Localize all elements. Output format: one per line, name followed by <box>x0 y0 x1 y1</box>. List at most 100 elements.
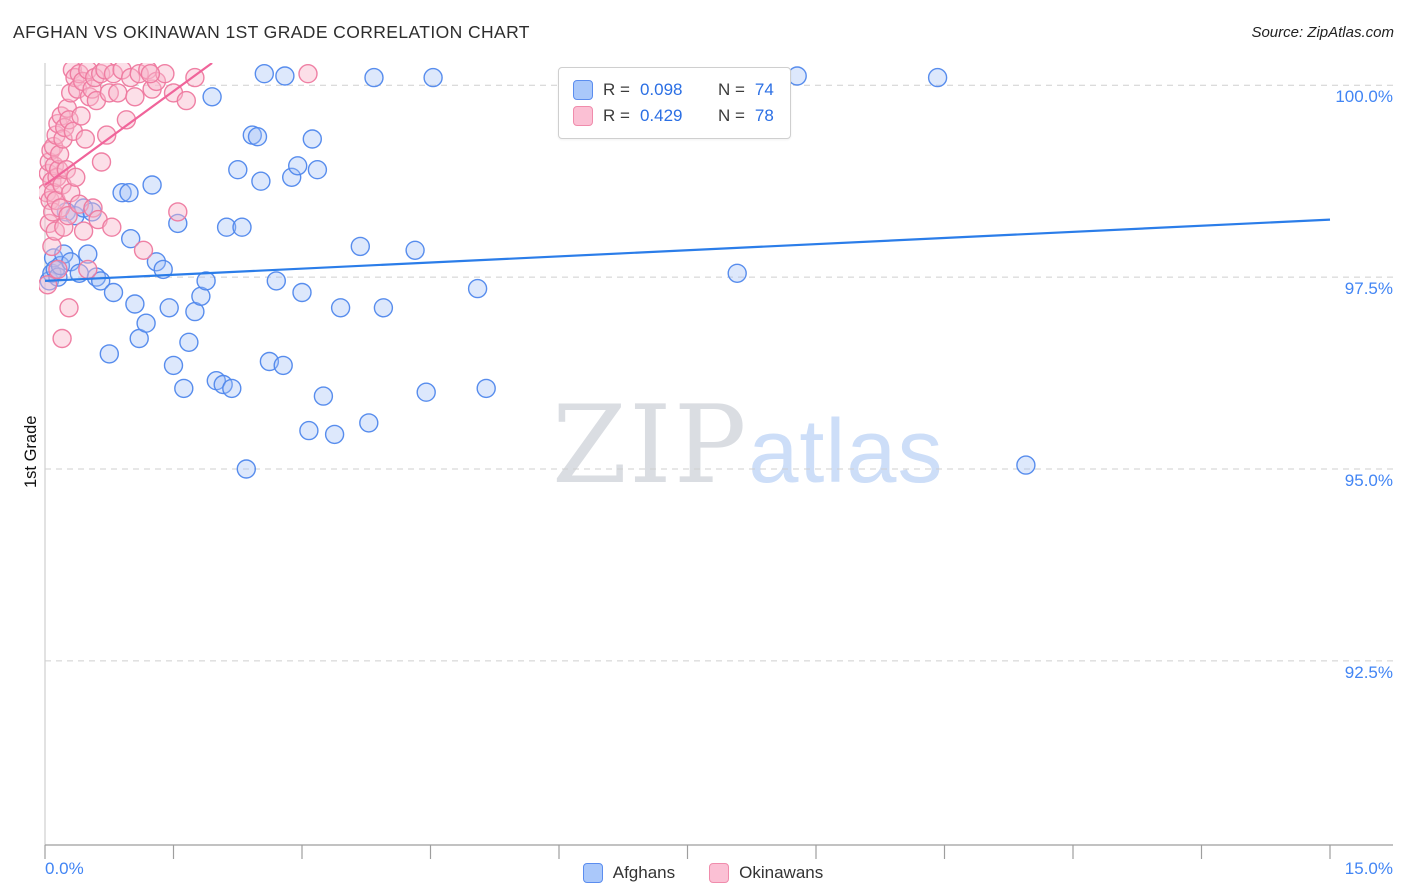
scatter-point-afghans[interactable] <box>787 66 807 86</box>
scatter-point-afghans[interactable] <box>174 378 194 399</box>
scatter-point-afghans[interactable] <box>103 282 124 303</box>
scatter-point-afghans[interactable] <box>136 313 156 333</box>
scatter-point-okinawans[interactable] <box>71 106 91 126</box>
scatter-point-okinawans[interactable] <box>66 167 86 188</box>
scatter-point-okinawans[interactable] <box>42 236 62 257</box>
scatter-point-okinawans[interactable] <box>39 213 59 234</box>
scatter-point-okinawans[interactable] <box>91 152 112 172</box>
scatter-point-okinawans[interactable] <box>96 125 117 145</box>
scatter-point-afghans[interactable] <box>202 87 222 107</box>
scatter-point-afghans[interactable] <box>416 382 436 402</box>
scatter-point-afghans[interactable] <box>324 424 345 445</box>
scatter-point-afghans[interactable] <box>405 240 425 261</box>
y-tick-label: 100.0% <box>1335 87 1393 107</box>
scatter-point-okinawans[interactable] <box>73 221 94 241</box>
scatter-point-afghans[interactable] <box>232 217 252 237</box>
scatter-point-okinawans[interactable] <box>108 83 128 103</box>
scatter-point-okinawans[interactable] <box>48 259 68 280</box>
scatter-point-afghans[interactable] <box>119 182 139 203</box>
scatter-point-afghans[interactable] <box>179 332 199 352</box>
scatter-point-afghans[interactable] <box>216 217 237 237</box>
afghans-r-value: 0.098 <box>639 80 683 99</box>
scatter-point-afghans[interactable] <box>146 252 167 272</box>
scatter-point-afghans[interactable] <box>330 298 351 318</box>
scatter-point-afghans[interactable] <box>350 236 370 257</box>
scatter-point-afghans[interactable] <box>373 298 394 318</box>
okinawans-legend-label: Okinawans <box>739 863 824 882</box>
legend-item-afghans[interactable]: Afghans <box>582 863 675 883</box>
scatter-point-afghans[interactable] <box>292 282 312 303</box>
scatter-point-okinawans[interactable] <box>59 110 79 130</box>
scatter-point-okinawans[interactable] <box>140 63 161 84</box>
scatter-point-okinawans[interactable] <box>133 240 154 261</box>
source-attribution: Source: ZipAtlas.com <box>1251 24 1394 41</box>
scatter-point-okinawans[interactable] <box>52 328 72 349</box>
okinawans-r-label: R = <box>603 106 630 125</box>
y-tick-label: 95.0% <box>1344 470 1393 490</box>
okinawans-n-label: N = <box>717 106 745 125</box>
scatter-point-okinawans[interactable] <box>83 198 103 218</box>
scatter-point-okinawans[interactable] <box>39 275 58 295</box>
scatter-point-afghans[interactable] <box>159 298 179 318</box>
scatter-point-afghans[interactable] <box>254 63 274 84</box>
scatter-point-afghans[interactable] <box>302 129 322 149</box>
scatter-point-afghans[interactable] <box>191 286 211 306</box>
scatter-point-afghans[interactable] <box>364 67 384 88</box>
scatter-point-okinawans[interactable] <box>155 63 175 84</box>
scatter-point-afghans[interactable] <box>142 175 162 195</box>
trend-line-okinawans <box>44 63 213 186</box>
scatter-point-okinawans[interactable] <box>125 87 145 107</box>
y-tick-label: 92.5% <box>1344 662 1393 682</box>
afghans-n-value: 74 <box>754 80 774 99</box>
scatter-point-afghans[interactable] <box>90 271 111 291</box>
scatter-point-afghans[interactable] <box>1016 455 1036 475</box>
scatter-point-afghans[interactable] <box>288 156 308 176</box>
scatter-point-okinawans[interactable] <box>78 259 98 280</box>
legend-item-okinawans[interactable]: Okinawans <box>709 863 823 883</box>
scatter-point-okinawans[interactable] <box>102 217 122 237</box>
scatter-point-afghans[interactable] <box>236 459 257 479</box>
scatter-point-afghans[interactable] <box>163 355 184 376</box>
afghans-n-label: N = <box>717 80 745 99</box>
scatter-point-afghans[interactable] <box>299 420 319 441</box>
scatter-point-afghans[interactable] <box>307 159 328 180</box>
scatter-point-afghans[interactable] <box>112 182 132 203</box>
scatter-point-afghans[interactable] <box>251 171 271 191</box>
scatter-point-okinawans[interactable] <box>50 198 71 218</box>
scatter-point-afghans[interactable] <box>467 278 488 299</box>
scatter-point-afghans[interactable] <box>125 294 145 314</box>
okinawans-n-value: 78 <box>754 106 774 125</box>
scatter-point-afghans[interactable] <box>359 413 379 433</box>
scatter-point-okinawans[interactable] <box>176 90 197 111</box>
scatter-point-afghans[interactable] <box>120 228 141 249</box>
scatter-point-afghans[interactable] <box>273 355 293 376</box>
scatter-point-okinawans[interactable] <box>298 63 318 84</box>
afghans-swatch <box>573 80 593 100</box>
scatter-point-afghans[interactable] <box>476 378 496 399</box>
trend-line-afghans <box>44 218 1331 282</box>
scatter-point-afghans[interactable] <box>927 67 948 88</box>
okinawans-swatch <box>573 106 593 126</box>
scatter-point-okinawans[interactable] <box>75 129 96 149</box>
scatter-point-afghans[interactable] <box>78 244 98 264</box>
scatter-point-okinawans[interactable] <box>63 121 84 142</box>
scatter-point-afghans[interactable] <box>282 167 302 188</box>
legend-row-afghans: R = 0.098 N = 74 <box>573 77 774 103</box>
plot-area <box>39 63 1331 479</box>
scatter-point-afghans[interactable] <box>423 67 443 88</box>
scatter-point-afghans[interactable] <box>228 159 248 180</box>
scatter-point-afghans[interactable] <box>222 378 242 399</box>
scatter-point-okinawans[interactable] <box>54 217 74 237</box>
scatter-point-afghans[interactable] <box>313 386 334 406</box>
scatter-point-afghans[interactable] <box>266 271 286 291</box>
okinawans-r-value: 0.429 <box>639 106 683 125</box>
scatter-point-okinawans[interactable] <box>168 202 188 222</box>
scatter-point-afghans[interactable] <box>727 263 747 283</box>
scatter-point-afghans[interactable] <box>275 66 295 86</box>
scatter-point-afghans[interactable] <box>196 271 216 291</box>
scatter-point-afghans[interactable] <box>153 259 173 280</box>
scatter-point-afghans[interactable] <box>247 126 268 147</box>
scatter-point-afghans[interactable] <box>99 344 120 364</box>
scatter-point-okinawans[interactable] <box>59 298 79 318</box>
